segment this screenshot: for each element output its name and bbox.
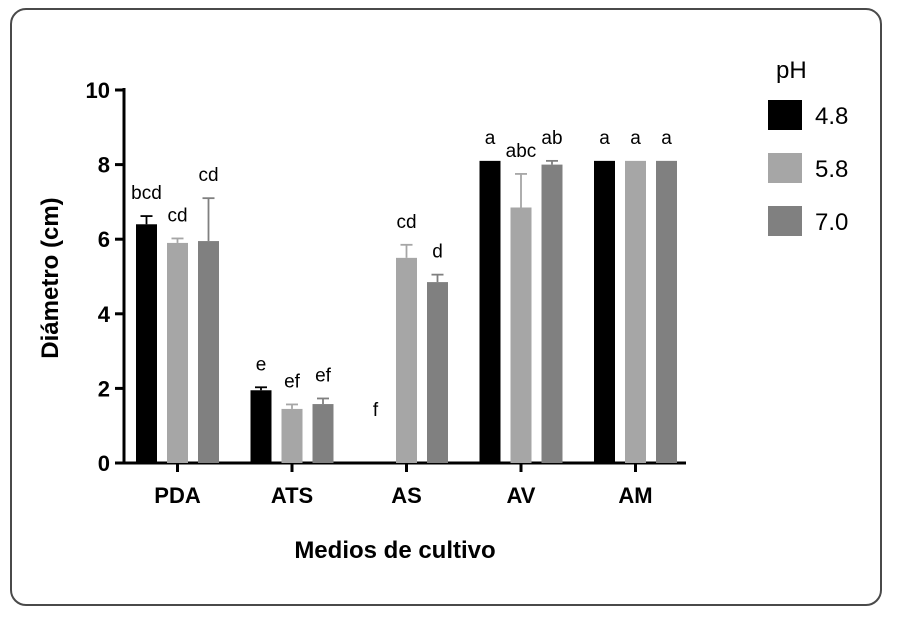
y-tick-label: 4 bbox=[98, 302, 111, 327]
y-tick-label: 10 bbox=[86, 78, 110, 103]
significance-label: cd bbox=[396, 212, 416, 233]
legend-entry: 5.8 bbox=[815, 156, 848, 183]
bar bbox=[167, 242, 188, 463]
significance-label: cd bbox=[198, 165, 218, 186]
significance-label: f bbox=[373, 400, 379, 421]
significance-label: a bbox=[599, 128, 610, 149]
x-axis-label: Medios de cultivo bbox=[294, 537, 495, 564]
legend-swatch bbox=[768, 100, 802, 130]
bar bbox=[427, 282, 448, 463]
significance-label: a bbox=[485, 128, 496, 149]
bar bbox=[198, 241, 219, 463]
significance-label: cd bbox=[167, 205, 187, 226]
legend-title: pH bbox=[776, 57, 807, 84]
x-tick-label: AS bbox=[391, 483, 422, 508]
x-tick-label: AV bbox=[507, 483, 536, 508]
bar bbox=[510, 207, 532, 463]
y-tick-label: 2 bbox=[98, 376, 110, 401]
legend: pH 4.8 5.8 7.0 bbox=[768, 57, 848, 236]
bar bbox=[541, 164, 563, 463]
significance-label: a bbox=[630, 128, 641, 149]
bars bbox=[136, 159, 677, 463]
significance-label: bcd bbox=[131, 183, 162, 204]
bar bbox=[479, 160, 501, 463]
bar bbox=[625, 160, 646, 463]
significance-label: ab bbox=[541, 128, 562, 149]
legend-swatch bbox=[768, 206, 802, 236]
bar bbox=[396, 257, 417, 463]
bar bbox=[136, 224, 157, 463]
bar bbox=[656, 160, 677, 463]
significance-label: e bbox=[256, 354, 267, 375]
bar bbox=[250, 390, 272, 463]
y-tick-label: 0 bbox=[98, 451, 110, 476]
significance-label: ef bbox=[315, 365, 332, 386]
legend-entry: 4.8 bbox=[815, 103, 848, 130]
legend-swatch bbox=[768, 153, 802, 183]
significance-label: d bbox=[432, 242, 443, 263]
y-axis-label: Diámetro (cm) bbox=[37, 197, 64, 358]
bar bbox=[281, 408, 303, 463]
bar bbox=[594, 160, 615, 463]
bar bbox=[312, 404, 334, 463]
y-tick-label: 8 bbox=[98, 153, 110, 178]
significance-label: abc bbox=[506, 141, 537, 162]
x-tick-label: ATS bbox=[271, 483, 313, 508]
significance-label: ef bbox=[284, 371, 301, 392]
legend-entry: 7.0 bbox=[815, 209, 848, 236]
x-tick-label: AM bbox=[618, 483, 652, 508]
significance-label: a bbox=[661, 128, 672, 149]
x-tick-label: PDA bbox=[154, 483, 201, 508]
y-tick-label: 6 bbox=[98, 227, 110, 252]
